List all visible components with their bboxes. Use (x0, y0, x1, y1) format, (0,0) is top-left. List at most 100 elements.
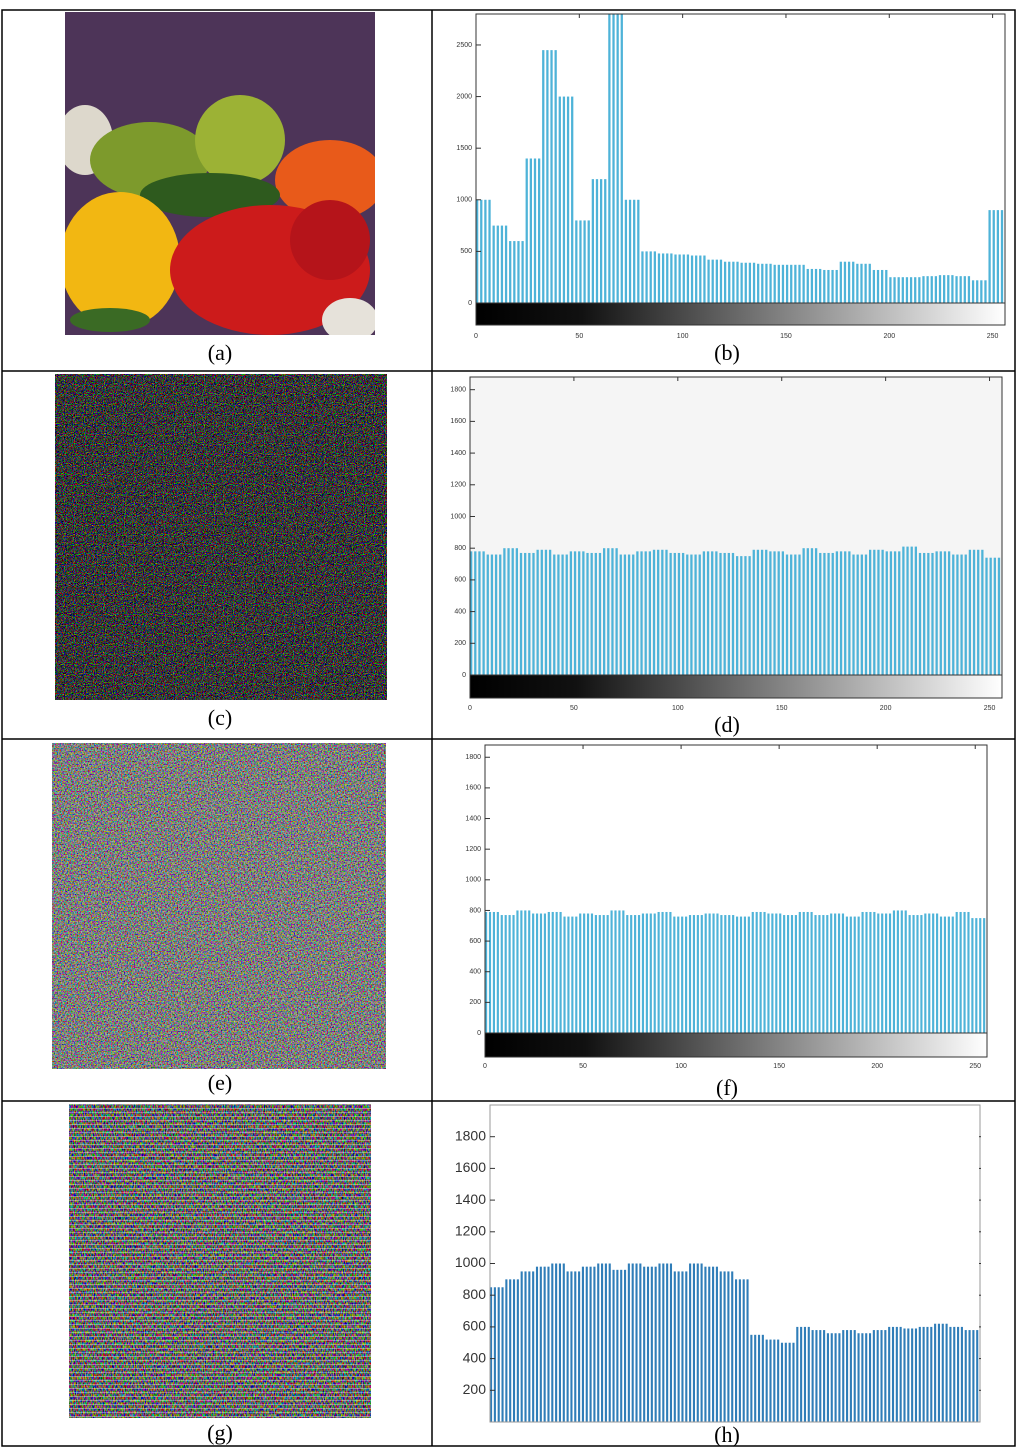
bar (566, 1271, 581, 1422)
bar-stroke (972, 1330, 975, 1422)
bar-stroke (847, 261, 851, 303)
bar-stroke (835, 269, 838, 303)
bar-stroke (490, 1287, 493, 1422)
bar-stroke (842, 1330, 845, 1422)
bar-stroke (601, 1263, 604, 1422)
bar-stroke (715, 259, 718, 303)
bar (503, 548, 519, 675)
bar-stroke (881, 269, 884, 303)
bar-stroke (786, 915, 790, 1033)
y-tick-label: 1000 (456, 197, 472, 204)
bar-stroke (550, 50, 553, 303)
bar-stroke (985, 557, 988, 675)
bar (500, 915, 515, 1033)
bar-stroke (740, 262, 743, 303)
bar-stroke (830, 913, 833, 1033)
bar-stroke (490, 554, 494, 675)
bar-stroke (657, 253, 661, 303)
bar (735, 1279, 749, 1422)
bar-stroke (952, 554, 955, 675)
bar-stroke (941, 1323, 944, 1422)
bar-stroke (562, 1263, 565, 1422)
y-tick-label: 500 (460, 248, 472, 255)
bar-stroke (566, 1271, 569, 1422)
y-tick-label: 2000 (456, 93, 472, 100)
bar-stroke (798, 264, 801, 303)
bar (949, 1326, 963, 1422)
bar-stroke (695, 255, 698, 303)
bar (885, 551, 901, 675)
bar-stroke (644, 551, 647, 675)
panel-label: (h) (714, 1422, 740, 1447)
bar-stroke (719, 259, 723, 303)
x-tick-label: 250 (987, 333, 999, 340)
bar (861, 911, 876, 1033)
y-tick-label: 800 (454, 545, 466, 552)
bar-stroke (637, 915, 641, 1033)
bar-stroke (511, 548, 514, 675)
bar-stroke (980, 280, 983, 303)
bar-stroke (618, 910, 621, 1033)
bar-stroke (989, 557, 992, 675)
bar (470, 551, 485, 675)
bar-stroke (979, 918, 982, 1033)
bar-stroke (535, 1266, 539, 1422)
y-tick-label: 1400 (465, 815, 481, 822)
bar-stroke (727, 1271, 730, 1422)
bar-stroke (992, 210, 995, 303)
bar-stroke (620, 1269, 623, 1422)
bar-stroke (769, 1339, 772, 1422)
y-tick-label: 2500 (456, 42, 472, 49)
bar-stroke (626, 915, 629, 1033)
bar-stroke (704, 1266, 707, 1422)
bar-stroke (908, 915, 911, 1033)
bar-stroke (583, 913, 586, 1033)
bar-stroke (771, 913, 774, 1033)
bar (830, 913, 845, 1033)
bar-stroke (927, 552, 930, 675)
bar-stroke (579, 913, 582, 1033)
bar-stroke (540, 549, 543, 675)
y-tick-label: 800 (469, 907, 481, 914)
bar-stroke (637, 199, 640, 303)
bar-stroke (677, 552, 681, 675)
bar-stroke (849, 1330, 852, 1422)
bar (908, 915, 923, 1033)
y-tick-label: 200 (469, 999, 481, 1006)
bar-stroke (873, 911, 876, 1033)
bar-stroke (504, 225, 508, 303)
bar-stroke (555, 1263, 558, 1422)
bar-stroke (732, 261, 735, 303)
bar-stroke (542, 50, 545, 303)
bar-stroke (712, 913, 715, 1033)
bar-stroke (604, 179, 607, 303)
bar-stroke (968, 549, 972, 675)
bar-stroke (661, 253, 665, 303)
bar (553, 554, 568, 675)
bar-stroke (802, 548, 805, 675)
bar-stroke (843, 261, 847, 303)
bar-stroke (790, 554, 793, 675)
bar-stroke (800, 1326, 803, 1422)
bar (935, 551, 951, 675)
bar-stroke (532, 913, 535, 1033)
bar-stroke (537, 158, 541, 303)
bar-stroke (755, 911, 758, 1033)
bar-stroke (486, 554, 489, 675)
bar-stroke (602, 915, 605, 1033)
bar-stroke (501, 1287, 504, 1422)
bar-stroke (590, 913, 594, 1033)
bar-stroke (612, 14, 615, 303)
y-tick-label: 1500 (456, 145, 472, 152)
bar (769, 551, 785, 675)
bar-stroke (492, 225, 495, 303)
y-tick-label: 0 (477, 1030, 481, 1037)
bar-stroke (885, 269, 888, 303)
bar-stroke (571, 96, 574, 303)
bar-stroke (673, 552, 676, 675)
bar-stroke (922, 276, 925, 303)
y-tick-label: 1800 (450, 387, 466, 394)
bar-stroke (632, 554, 635, 675)
bar-stroke (777, 264, 780, 303)
y-tick-label: 800 (463, 1286, 487, 1302)
